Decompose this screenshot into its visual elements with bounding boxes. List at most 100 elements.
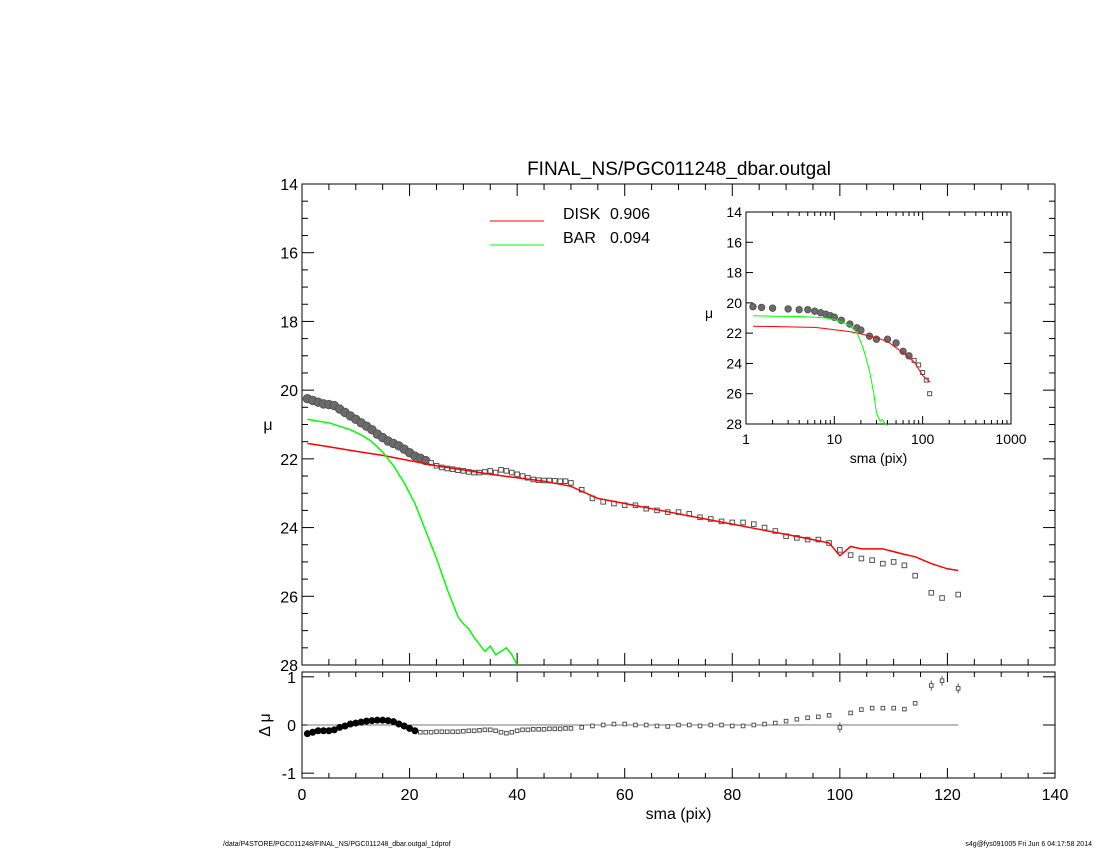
residual-point [579,725,584,730]
inset-data-point [916,362,922,368]
inset-ytick-label: 14 [726,204,742,220]
main-data-point [525,474,531,481]
inset-data-point [804,305,812,314]
inset-data-point [768,304,777,312]
residual-point [434,729,439,735]
residual-point [563,726,568,731]
timestamp-footer: s4g@fys091005 Fri Jun 6 04:17:58 2014 [965,841,1092,848]
residual-point [541,727,547,732]
main-data-point [562,478,569,484]
residual-point [676,722,681,728]
main-ytick-label: 22 [280,452,298,469]
inset-data-point [927,391,933,397]
inset-panel: 14 16 18 20 22 24 26 281 10 100 1000 μ sma (pix) [705,204,1027,466]
main-data-point [514,471,520,478]
residual-point [439,729,445,735]
residual-point [450,729,455,735]
residual-point [826,713,832,718]
main-ylabel: μ [263,417,272,434]
inset-data-point [811,307,819,315]
inset-data-point [899,347,907,356]
main-data-point [508,469,515,476]
inset-data-point [795,305,803,314]
residual-point [816,714,821,720]
residual-point [504,730,509,736]
inset-ytick-label: 28 [726,416,742,432]
residual-point [461,728,466,734]
residual-point [590,723,595,729]
main-data-point [912,572,918,579]
residual-point [869,705,875,711]
inset-disk-model-line [752,325,931,383]
residual-point [805,715,810,721]
residual-point [482,727,488,733]
residual-point [411,727,419,735]
residual-point [848,710,853,716]
residual-xtick-label: 100 [827,787,854,804]
residual-xtick-label: 0 [298,787,307,804]
bar-model-line [307,418,518,666]
inset-ylabel: μ [705,305,713,321]
residual-point [928,683,934,688]
residual-point [471,728,477,734]
residual-point [665,724,671,729]
residual-point [509,729,515,735]
legend-label-bar: BAR [563,230,596,247]
residual-xtick-label: 60 [616,787,634,804]
residual-xtick-label: 140 [1042,787,1069,804]
residual-point [487,727,493,733]
residual-point [773,720,778,726]
residual-ylabel: Δ μ [257,713,274,736]
inset-bar-model-line [752,315,888,426]
residual-point [902,706,907,712]
main-ytick-label: 14 [280,177,298,194]
inset-data-point [905,352,913,360]
main-ytick-label: 26 [280,589,298,606]
inset-data-point [846,320,854,328]
residual-point [751,722,757,728]
inset-xlabel: sma (pix) [850,450,908,466]
residual-point [880,705,886,711]
residual-point [611,721,617,727]
residual-point [568,726,574,731]
main-data-point [455,467,461,473]
main-data-point [465,469,472,475]
residual-point [455,729,461,735]
main-data-point [568,480,574,486]
residual-point [859,707,864,712]
residual-point [622,721,628,727]
chart-title: FINAL_NS/PGC011248_dbar.outgal [527,159,831,180]
inset-data-point [857,326,865,334]
residual-point [697,723,703,729]
residual-ytick-label: 0 [287,718,296,735]
residual-point [428,729,434,735]
main-data-point [880,560,886,567]
inset-xtick-label: 1000 [995,431,1026,447]
residual-ytick-label: 1 [287,670,296,687]
residual-point [600,722,606,728]
residual-point [514,728,520,734]
inset-data-point [757,303,766,312]
residual-point [525,727,531,733]
main-data-point [487,468,494,474]
residual-point [477,728,482,733]
main-ytick-label: 18 [280,314,298,331]
main-data-point [890,559,897,565]
inset-ytick-label: 26 [726,386,742,402]
residual-point [740,723,746,729]
residual-point [547,726,552,732]
residual-point [762,721,767,727]
residual-point [729,723,735,729]
residual-point [794,716,800,722]
inset-xtick-label: 1 [742,431,750,447]
disk-model-line [307,442,959,572]
legend-label-disk: DISK [563,206,601,223]
residual-point [520,727,525,733]
main-data-point [503,468,510,474]
main-data-point [498,467,504,473]
inset-ytick-label: 16 [726,234,742,250]
residual-point [654,723,660,729]
residual-point [493,728,498,734]
